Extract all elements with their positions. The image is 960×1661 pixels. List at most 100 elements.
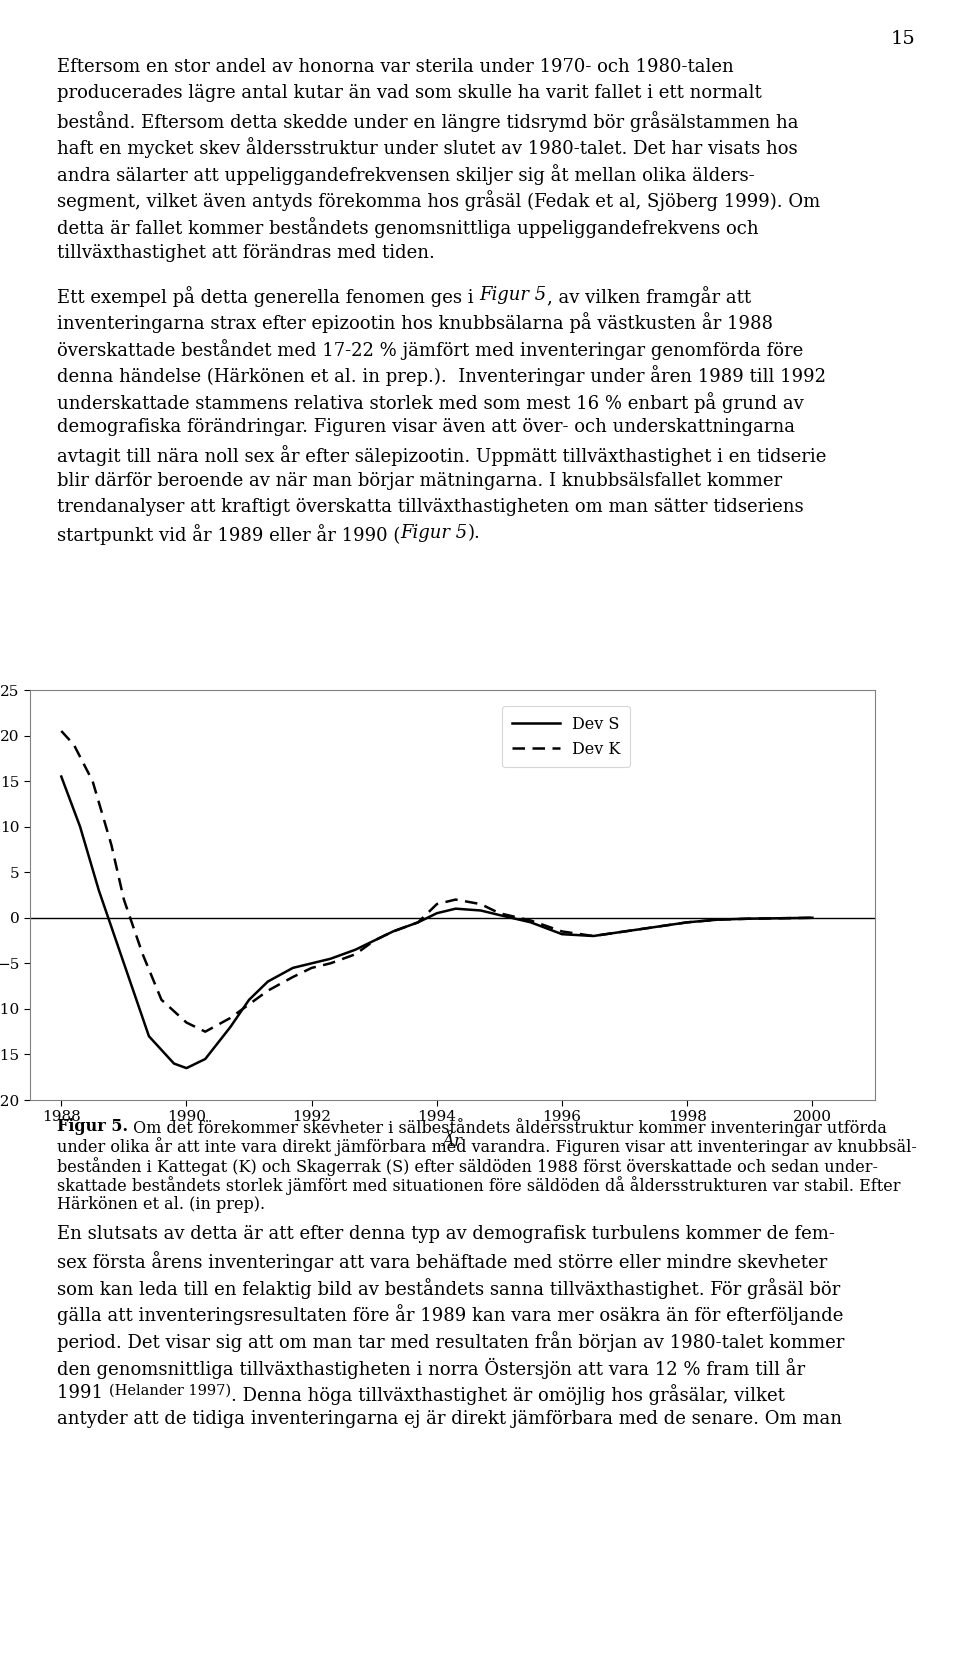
Dev K bbox=[262, 980, 274, 1000]
Dev K bbox=[106, 835, 117, 855]
Text: ).: ). bbox=[468, 525, 481, 543]
Text: demografiska förändringar. Figuren visar även att över- och underskattningarna: demografiska förändringar. Figuren visar… bbox=[57, 419, 795, 437]
Text: sex första årens inventeringar att vara behäftade med större eller mindre skevhe: sex första årens inventeringar att vara … bbox=[57, 1251, 828, 1272]
Text: tillväxthastighet att förändras med tiden.: tillväxthastighet att förändras med tide… bbox=[57, 244, 435, 261]
Dev K bbox=[387, 922, 398, 942]
Dev S bbox=[243, 990, 254, 1010]
Dev K bbox=[225, 1008, 236, 1028]
Dev S bbox=[180, 1058, 192, 1078]
Dev S bbox=[262, 972, 274, 992]
Dev S bbox=[682, 912, 693, 932]
Dev K bbox=[306, 958, 318, 978]
Text: (Helander 1997): (Helander 1997) bbox=[108, 1384, 230, 1399]
Text: 15: 15 bbox=[890, 30, 915, 48]
Dev K bbox=[806, 909, 818, 928]
Dev K bbox=[349, 943, 361, 963]
Text: Figur 5: Figur 5 bbox=[400, 525, 468, 543]
Text: som kan leda till en felaktig bild av beståndets sanna tillväxthastighet. För gr: som kan leda till en felaktig bild av be… bbox=[57, 1277, 840, 1299]
Text: producerades lägre antal kutar än vad som skulle ha varit fallet i ett normalt: producerades lägre antal kutar än vad so… bbox=[57, 85, 761, 103]
Dev S bbox=[118, 953, 130, 973]
Dev K bbox=[493, 904, 505, 924]
Text: den genomsnittliga tillväxthastigheten i norra Östersjön att vara 12 % fram till: den genomsnittliga tillväxthastigheten i… bbox=[57, 1357, 805, 1379]
Text: . Denna höga tillväxthastighet är omöjlig hos gråsälar, vilket: . Denna höga tillväxthastighet är omöjli… bbox=[230, 1384, 784, 1405]
Dev S bbox=[387, 922, 398, 942]
Dev K bbox=[475, 894, 487, 914]
Text: Figur 5: Figur 5 bbox=[479, 286, 546, 304]
Dev S bbox=[200, 1050, 211, 1070]
Dev K bbox=[776, 909, 787, 928]
Dev K bbox=[525, 910, 537, 930]
Text: trendanalyser att kraftigt överskatta tillväxthastigheten om man sätter tidserie: trendanalyser att kraftigt överskatta ti… bbox=[57, 498, 804, 517]
Dev S bbox=[56, 767, 67, 787]
Dev K bbox=[682, 912, 693, 932]
Text: Eftersom en stor andel av honorna var sterila under 1970- och 1980-talen: Eftersom en stor andel av honorna var st… bbox=[57, 58, 733, 76]
Dev K bbox=[588, 927, 599, 947]
Text: 1991: 1991 bbox=[57, 1384, 108, 1402]
Text: En slutsats av detta är att efter denna typ av demografisk turbulens kommer de f: En slutsats av detta är att efter denna … bbox=[57, 1226, 835, 1242]
Dev K bbox=[712, 910, 724, 930]
Dev S bbox=[493, 905, 505, 925]
Text: överskattade beståndet med 17-22 % jämfört med inventeringar genomförda före: överskattade beståndet med 17-22 % jämfö… bbox=[57, 339, 804, 360]
Text: skattade beståndets storlek jämfört med situationen före säldöden då åldersstruk: skattade beståndets storlek jämfört med … bbox=[57, 1176, 900, 1196]
Dev K bbox=[137, 943, 149, 963]
Text: avtagit till nära noll sex år efter sälepizootin. Uppmätt tillväxthastighet i en: avtagit till nära noll sex år efter säle… bbox=[57, 445, 827, 467]
Text: antyder att de tidiga inventeringarna ej är direkt jämförbara med de senare. Om : antyder att de tidiga inventeringarna ej… bbox=[57, 1410, 842, 1428]
Text: Ett exempel på detta generella fenomen ges i: Ett exempel på detta generella fenomen g… bbox=[57, 286, 479, 307]
Dev S bbox=[431, 904, 443, 924]
X-axis label: År: År bbox=[443, 1133, 463, 1149]
Dev S bbox=[306, 953, 318, 973]
Dev S bbox=[806, 909, 818, 928]
Dev K bbox=[744, 909, 756, 928]
Dev K bbox=[200, 1022, 211, 1041]
Dev S bbox=[712, 910, 724, 930]
Dev S bbox=[525, 912, 537, 932]
Text: haft en mycket skev åldersstruktur under slutet av 1980-talet. Det har visats ho: haft en mycket skev åldersstruktur under… bbox=[57, 138, 798, 158]
Text: startpunkt vid år 1989 eller år 1990 (: startpunkt vid år 1989 eller år 1990 ( bbox=[57, 525, 400, 545]
Dev S bbox=[412, 912, 423, 932]
Text: blir därför beroende av när man börjar mätningarna. I knubbsälsfallet kommer: blir därför beroende av när man börjar m… bbox=[57, 472, 782, 490]
Dev K bbox=[450, 890, 462, 910]
Dev K bbox=[650, 917, 661, 937]
Dev K bbox=[180, 1013, 192, 1033]
Dev K bbox=[324, 953, 336, 973]
Line: Dev K: Dev K bbox=[61, 731, 812, 1031]
Text: denna händelse (Härkönen et al. in prep.).  Inventeringar under åren 1989 till 1: denna händelse (Härkönen et al. in prep.… bbox=[57, 365, 826, 387]
Dev K bbox=[156, 990, 167, 1010]
Dev K bbox=[369, 930, 380, 950]
Dev K bbox=[118, 890, 130, 910]
Dev K bbox=[243, 995, 254, 1015]
Text: Figur 5.: Figur 5. bbox=[57, 1118, 128, 1134]
Text: bestånd. Eftersom detta skedde under en längre tidsrymd bör gråsälstammen ha: bestånd. Eftersom detta skedde under en … bbox=[57, 111, 799, 131]
Dev K bbox=[287, 967, 299, 987]
Dev S bbox=[287, 958, 299, 978]
Dev S bbox=[143, 1026, 155, 1046]
Dev S bbox=[225, 1017, 236, 1036]
Dev K bbox=[412, 912, 423, 932]
Text: detta är fallet kommer beståndets genomsnittliga uppeliggandefrekvens och: detta är fallet kommer beståndets genoms… bbox=[57, 218, 758, 238]
Dev S bbox=[650, 917, 661, 937]
Dev S bbox=[450, 899, 462, 919]
Text: inventeringarna strax efter epizootin hos knubbsälarna på västkusten år 1988: inventeringarna strax efter epizootin ho… bbox=[57, 312, 773, 334]
Dev S bbox=[776, 909, 787, 928]
Dev S bbox=[369, 930, 380, 950]
Dev S bbox=[324, 948, 336, 968]
Dev S bbox=[619, 922, 631, 942]
Dev S bbox=[556, 924, 567, 943]
Dev S bbox=[744, 909, 756, 928]
Text: bestånden i Kattegat (K) och Skagerrak (S) efter säldöden 1988 först överskattad: bestånden i Kattegat (K) och Skagerrak (… bbox=[57, 1158, 878, 1176]
Dev S bbox=[74, 817, 85, 837]
Dev S bbox=[588, 927, 599, 947]
Dev K bbox=[86, 771, 98, 791]
Text: andra sälarter att uppeliggandefrekvensen skiljer sig åt mellan olika älders-: andra sälarter att uppeliggandefrekvense… bbox=[57, 164, 755, 184]
Text: underskattade stammens relativa storlek med som mest 16 % enbart på grund av: underskattade stammens relativa storlek … bbox=[57, 392, 804, 414]
Dev K bbox=[556, 922, 567, 942]
Text: Om det förekommer skevheter i sälbeståndets åldersstruktur kommer inventeringar : Om det förekommer skevheter i sälbestånd… bbox=[128, 1118, 887, 1136]
Dev K bbox=[431, 894, 443, 914]
Text: , av vilken framgår att: , av vilken framgår att bbox=[546, 286, 751, 307]
Dev K bbox=[56, 721, 67, 741]
Legend: Dev S, Dev K: Dev S, Dev K bbox=[502, 706, 631, 767]
Text: gälla att inventeringsresultaten före år 1989 kan vara mer osäkra än för efterfö: gälla att inventeringsresultaten före år… bbox=[57, 1304, 844, 1325]
Dev K bbox=[619, 922, 631, 942]
Text: period. Det visar sig att om man tar med resultaten från början av 1980-talet ko: period. Det visar sig att om man tar med… bbox=[57, 1330, 845, 1352]
Line: Dev S: Dev S bbox=[61, 777, 812, 1068]
